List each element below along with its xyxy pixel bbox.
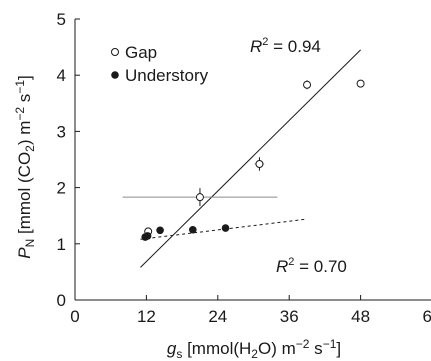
- x-tick-label: 24: [208, 307, 227, 326]
- legend-label-gap: Gap: [125, 43, 157, 62]
- y-label-sup-2: −1: [13, 80, 27, 94]
- x-tick-label: 60: [423, 307, 431, 326]
- tick-labels-layer: 01234501224364860: [57, 10, 431, 326]
- y-tick-label: 3: [57, 122, 66, 141]
- y-axis-label: PN [mmol (CO2) m−2 s−1]: [13, 75, 37, 258]
- fit-line-gap: [140, 49, 361, 268]
- data-points-layer: [141, 79, 365, 241]
- x-label-var: g: [167, 339, 177, 358]
- r2-label-gap: R2 = 0.94: [250, 36, 321, 56]
- x-label-sup-1: −2: [296, 337, 310, 351]
- r2-value: = 0.70: [294, 257, 346, 276]
- plot-frame-layer: [74, 18, 431, 301]
- y-tick-label: 5: [57, 10, 66, 29]
- legend-label-understory: Understory: [125, 66, 209, 85]
- y-label-var: P: [15, 247, 34, 259]
- data-point-understory: [143, 232, 152, 240]
- y-label-sup-1: −2: [13, 107, 27, 121]
- data-point-understory: [221, 224, 230, 232]
- y-tick-label: 0: [57, 291, 66, 310]
- data-point-understory: [189, 225, 197, 234]
- r2-value: = 0.94: [268, 37, 320, 56]
- x-label-part-g: ]: [336, 339, 341, 358]
- x-tick-label: 48: [351, 307, 370, 326]
- data-point-gap: [303, 80, 312, 89]
- data-point-gap: [195, 193, 204, 202]
- y-tick-label: 4: [57, 66, 66, 85]
- x-tick-label: 36: [280, 307, 299, 326]
- legend-marker-understory: [111, 71, 119, 79]
- x-tick-label: 12: [137, 307, 156, 326]
- y-label-part-c: ) m: [15, 121, 34, 146]
- data-point-gap: [356, 79, 365, 88]
- fit-lines-layer: [140, 49, 361, 268]
- r2-var: R: [250, 37, 262, 56]
- r2-sup: 2: [262, 36, 268, 48]
- legend-marker-gap: [111, 48, 119, 56]
- x-label-sub-2: 2: [251, 347, 258, 361]
- x-label-part-e: s: [309, 339, 322, 358]
- fit-line-understory: [140, 218, 308, 240]
- r2-label-understory: R2 = 0.70: [276, 256, 347, 276]
- y-label-sub-2: 2: [23, 145, 37, 152]
- data-point-understory: [156, 226, 164, 235]
- error-bars-layer: [122, 80, 309, 207]
- r2-sup: 2: [288, 256, 294, 268]
- r2-var: R: [276, 257, 288, 276]
- legend: Gap Understory: [111, 43, 209, 85]
- data-point-gap: [255, 159, 264, 168]
- y-tick-label: 2: [57, 179, 66, 198]
- x-label-sub: s: [176, 347, 182, 361]
- x-tick-label: 0: [70, 307, 79, 326]
- y-label-part-g: ]: [15, 75, 34, 80]
- x-label-part-c: O) m: [258, 339, 296, 358]
- y-label-part-e: s: [15, 94, 34, 107]
- y-label-part-a: [mmol (CO: [15, 152, 34, 239]
- x-label-part-a: [mmol(H: [182, 339, 251, 358]
- y-label-sub: N: [23, 239, 37, 248]
- x-axis-label: gs [mmol(H2O) m−2 s−1]: [167, 337, 341, 361]
- x-label-sup-2: −1: [323, 337, 337, 351]
- y-tick-label: 1: [57, 235, 66, 254]
